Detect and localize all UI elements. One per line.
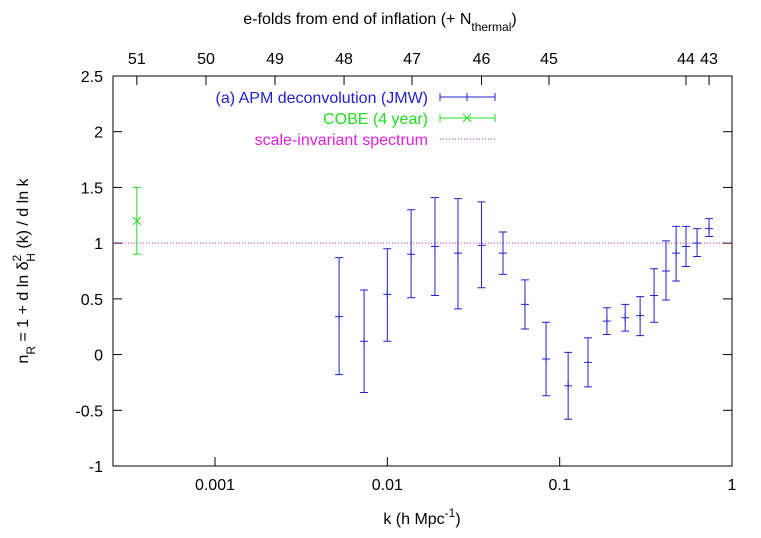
y-tick-label: 2.5	[81, 69, 103, 86]
x2-axis-label: e-folds from end of inflation (+ Ntherma…	[243, 11, 516, 34]
y-axis-label: nR = 1 + d ln δ2H (k) / d ln k	[10, 177, 38, 363]
point-marker	[583, 358, 592, 367]
point-marker	[650, 291, 659, 300]
point-marker	[383, 290, 392, 299]
x2-tick-label: 49	[266, 51, 284, 68]
y-tick-label: 2	[94, 125, 103, 142]
legend-label: (a) APM deconvolution (JMW)	[215, 90, 428, 107]
point-marker	[407, 250, 416, 259]
point-marker	[682, 242, 691, 251]
x2-tick-label: 44	[677, 51, 695, 68]
point-marker	[335, 312, 344, 321]
x2-tick-label: 48	[335, 51, 353, 68]
x-tick-label: 0.1	[549, 477, 571, 494]
point-marker	[705, 224, 714, 233]
x-tick-label: 0.01	[372, 477, 403, 494]
x2-tick-label: 51	[128, 51, 146, 68]
point-marker	[602, 317, 611, 326]
legend-marker	[463, 93, 471, 101]
y-tick-label: 0	[94, 348, 103, 365]
x2-tick-label: 43	[700, 51, 718, 68]
y-tick-label: -0.5	[75, 403, 103, 420]
y-tick-label: 0.5	[81, 292, 103, 309]
y-tick-label: 1.5	[81, 180, 103, 197]
point-marker	[621, 313, 630, 322]
point-marker	[453, 249, 462, 258]
point-marker	[430, 242, 439, 251]
point-marker	[360, 337, 369, 346]
y-tick-label: 1	[94, 236, 103, 253]
point-marker	[477, 241, 486, 250]
legend-label: scale-invariant spectrum	[255, 132, 428, 149]
y-tick-label: -1	[89, 459, 103, 476]
x2-tick-label: 50	[197, 51, 215, 68]
point-marker	[564, 381, 573, 390]
point-marker	[636, 311, 645, 320]
x-tick-label: 0.001	[195, 477, 235, 494]
point-marker	[693, 239, 702, 248]
point-marker	[661, 267, 670, 275]
x-tick-label: 1	[728, 477, 737, 494]
point-marker	[672, 249, 681, 258]
x2-tick-label: 46	[473, 51, 491, 68]
x-axis-label: k (h Mpc-1)	[383, 506, 460, 528]
legend-label: COBE (4 year)	[323, 111, 428, 128]
x2-tick-label: 45	[540, 51, 558, 68]
point-marker	[542, 355, 551, 364]
x2-tick-label: 47	[403, 51, 421, 68]
point-marker	[132, 216, 142, 226]
legend-marker	[462, 113, 472, 123]
point-marker	[520, 300, 529, 309]
point-marker	[498, 249, 507, 258]
plot-frame	[112, 75, 733, 467]
